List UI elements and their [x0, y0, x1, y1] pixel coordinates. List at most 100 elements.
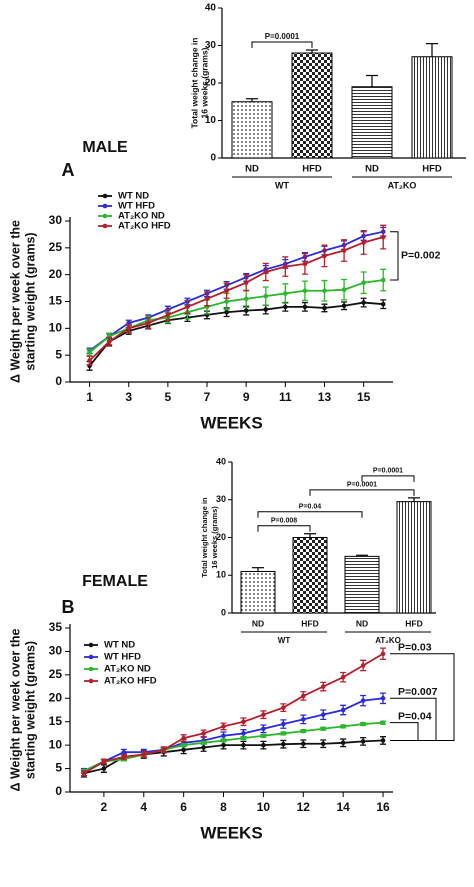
- y-tick-label: 0: [55, 784, 62, 798]
- data-point: [341, 303, 347, 309]
- x-tick-label: 16: [376, 800, 390, 814]
- x-tick-label: 8: [220, 800, 227, 814]
- legend-label: AT₂KO ND: [118, 211, 165, 222]
- y-axis-label: starting weight (grams): [23, 232, 37, 370]
- series-line: [83, 652, 384, 775]
- data-point: [320, 712, 326, 717]
- x-tick-label: HFD: [422, 164, 442, 175]
- data-point: [300, 693, 306, 699]
- legend-marker: [88, 654, 94, 660]
- p-value: P=0.0001: [373, 468, 403, 475]
- data-point: [146, 320, 151, 326]
- data-point: [322, 305, 327, 311]
- x-tick-label: ND: [245, 164, 259, 175]
- data-point: [241, 742, 246, 748]
- x-tick-label: 15: [357, 390, 371, 404]
- y-tick-label: 40: [216, 456, 226, 466]
- data-point: [181, 742, 186, 748]
- data-point: [243, 308, 249, 313]
- y-tick-label: 20: [49, 690, 63, 704]
- data-point: [224, 299, 229, 304]
- data-point: [181, 735, 186, 741]
- x-tick-label: HFD: [302, 164, 322, 175]
- bar: [240, 570, 276, 614]
- data-point: [361, 300, 366, 305]
- significance-bracket: [257, 511, 363, 518]
- sex-label: MALE: [82, 139, 128, 156]
- series-line: [89, 230, 384, 352]
- y-tick-label: 40: [205, 3, 217, 14]
- data-point: [121, 754, 127, 760]
- y-tick-label: 10: [216, 570, 226, 580]
- data-point: [300, 728, 306, 734]
- legend-label: WT ND: [118, 191, 149, 202]
- significance-bracket: [251, 41, 313, 48]
- data-point: [241, 735, 246, 741]
- y-tick-label: 25: [49, 240, 63, 254]
- bar: [231, 101, 273, 159]
- data-point: [263, 293, 269, 299]
- data-point: [361, 240, 366, 245]
- data-point: [263, 307, 269, 312]
- p-value: P=0.03: [398, 642, 432, 654]
- series-line: [88, 301, 384, 367]
- legend-label: WT HFD: [104, 652, 141, 663]
- p-value: P=0.007: [398, 686, 438, 698]
- sex-label: FEMALE: [82, 573, 148, 590]
- y-tick-label: 30: [49, 213, 63, 227]
- x-tick-label: HFD: [405, 618, 422, 628]
- data-point: [281, 731, 286, 736]
- data-point: [361, 280, 366, 286]
- data-point: [106, 339, 112, 345]
- y-tick-label: 20: [49, 267, 63, 281]
- series-line: [83, 697, 384, 772]
- data-point: [281, 705, 286, 710]
- y-tick-label: 0: [55, 374, 62, 388]
- y-tick-label: 10: [205, 115, 217, 126]
- p-value: P=0.0001: [347, 482, 377, 489]
- data-point: [340, 707, 346, 713]
- data-point: [302, 288, 308, 294]
- data-point: [87, 350, 92, 355]
- data-point: [243, 296, 249, 302]
- data-point: [380, 695, 386, 701]
- data-point: [320, 684, 326, 689]
- group-label: WT: [278, 636, 291, 645]
- data-point: [141, 752, 147, 757]
- y-tick-label: 30: [205, 40, 217, 51]
- y-tick-label: 20: [205, 78, 217, 89]
- y-tick-label: 10: [49, 737, 63, 751]
- data-point: [201, 745, 206, 750]
- data-point: [165, 312, 171, 318]
- x-tick-label: 5: [165, 390, 172, 404]
- y-tick-label: 15: [49, 714, 63, 728]
- x-tick-label: 12: [297, 800, 311, 814]
- legend-marker: [102, 203, 108, 209]
- data-point: [224, 288, 229, 294]
- data-point: [380, 651, 386, 657]
- data-point: [241, 719, 246, 725]
- data-point: [261, 733, 266, 739]
- data-point: [87, 358, 92, 363]
- data-point: [261, 742, 266, 748]
- x-tick-label: HFD: [301, 618, 318, 628]
- data-point: [340, 724, 346, 729]
- x-axis-label: WEEKS: [200, 413, 262, 432]
- data-point: [221, 733, 226, 739]
- data-point: [81, 770, 87, 776]
- data-point: [360, 663, 366, 668]
- y-tick-label: 15: [49, 294, 63, 308]
- y-tick-label: 10: [49, 321, 63, 335]
- legend-label: AT₂KO HFD: [118, 221, 171, 232]
- data-point: [281, 721, 286, 727]
- x-tick-label: 13: [318, 390, 332, 404]
- y-tick-label: 25: [49, 667, 63, 681]
- data-point: [161, 747, 167, 753]
- significance-bracket: [390, 653, 455, 741]
- data-point: [341, 248, 347, 253]
- x-tick-label: 7: [204, 390, 211, 404]
- y-tick-label: 30: [216, 494, 226, 504]
- x-tick-label: 3: [125, 390, 132, 404]
- legend-marker: [102, 193, 108, 199]
- x-tick-label: 9: [243, 390, 250, 404]
